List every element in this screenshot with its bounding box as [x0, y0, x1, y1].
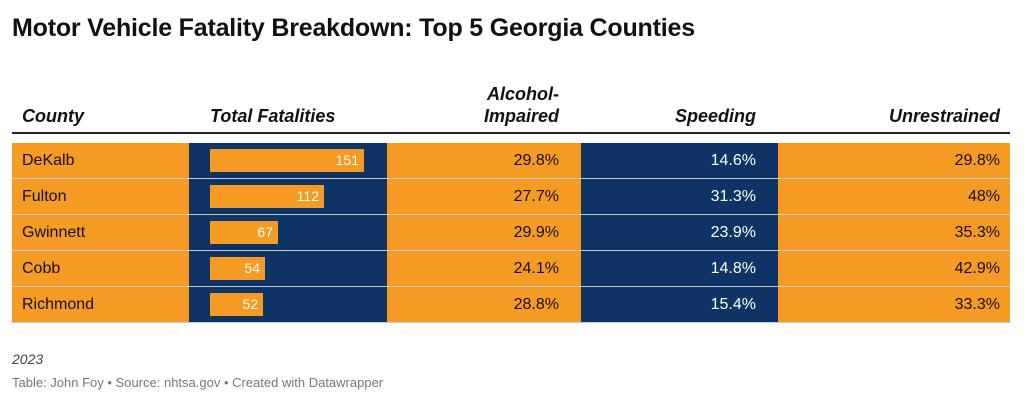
total-fatalities-bar: 112 [210, 185, 324, 208]
table-row: Fulton 112 27.7% 31.3% 48% [12, 179, 1010, 215]
col-header-alcohol-line2: Impaired [483, 106, 559, 126]
col-header-county[interactable]: County [22, 106, 84, 126]
cell-total-fatalities: 67 [189, 215, 387, 250]
col-header-unrestrained[interactable]: Unrestrained [888, 106, 1000, 126]
cell-county: Cobb [12, 251, 189, 286]
col-header-total[interactable]: Total Fatalities [210, 106, 336, 126]
cell-total-fatalities: 112 [189, 179, 387, 214]
cell-speeding: 14.6% [581, 143, 778, 178]
cell-unrestrained: 42.9% [778, 251, 1010, 286]
footer-source: Table: John Foy • Source: nhtsa.gov • Cr… [12, 375, 384, 390]
col-header-speeding[interactable]: Speeding [674, 106, 756, 126]
cell-unrestrained: 48% [778, 179, 1010, 214]
cell-total-fatalities: 54 [189, 251, 387, 286]
total-fatalities-bar: 52 [210, 293, 263, 316]
cell-unrestrained: 29.8% [778, 143, 1010, 178]
total-fatalities-bar: 67 [210, 221, 278, 244]
cell-county: DeKalb [12, 143, 189, 178]
cell-speeding: 14.8% [581, 251, 778, 286]
cell-total-fatalities: 151 [189, 143, 387, 178]
cell-total-fatalities: 52 [189, 287, 387, 322]
table-row: Gwinnett 67 29.9% 23.9% 35.3% [12, 215, 1010, 251]
table-header: County Total Fatalities Alcohol- Impaire… [12, 80, 1010, 134]
table-row: Cobb 54 24.1% 14.8% 42.9% [12, 251, 1010, 287]
cell-speeding: 31.3% [581, 179, 778, 214]
bar-value-label: 67 [257, 224, 273, 240]
cell-county: Richmond [12, 287, 189, 322]
total-fatalities-bar: 151 [210, 149, 364, 172]
cell-unrestrained: 33.3% [778, 287, 1010, 322]
cell-unrestrained: 35.3% [778, 215, 1010, 250]
footer-year: 2023 [12, 351, 44, 367]
total-fatalities-bar: 54 [210, 257, 265, 280]
cell-speeding: 23.9% [581, 215, 778, 250]
cell-alcohol-impaired: 28.8% [387, 287, 581, 322]
col-header-alcohol-line1: Alcohol- [487, 84, 559, 104]
bar-value-label: 54 [244, 260, 260, 276]
col-header-alcohol[interactable]: Alcohol- Impaired [387, 83, 559, 127]
bar-value-label: 52 [242, 296, 258, 312]
cell-alcohol-impaired: 29.8% [387, 143, 581, 178]
bar-value-label: 112 [296, 188, 319, 204]
cell-county: Gwinnett [12, 215, 189, 250]
chart-title: Motor Vehicle Fatality Breakdown: Top 5 … [12, 14, 695, 42]
cell-speeding: 15.4% [581, 287, 778, 322]
cell-alcohol-impaired: 29.9% [387, 215, 581, 250]
bar-value-label: 151 [335, 152, 359, 168]
cell-alcohol-impaired: 27.7% [387, 179, 581, 214]
cell-county: Fulton [12, 179, 189, 214]
cell-alcohol-impaired: 24.1% [387, 251, 581, 286]
table-row: DeKalb 151 29.8% 14.6% 29.8% [12, 143, 1010, 179]
table-row: Richmond 52 28.8% 15.4% 33.3% [12, 287, 1010, 323]
